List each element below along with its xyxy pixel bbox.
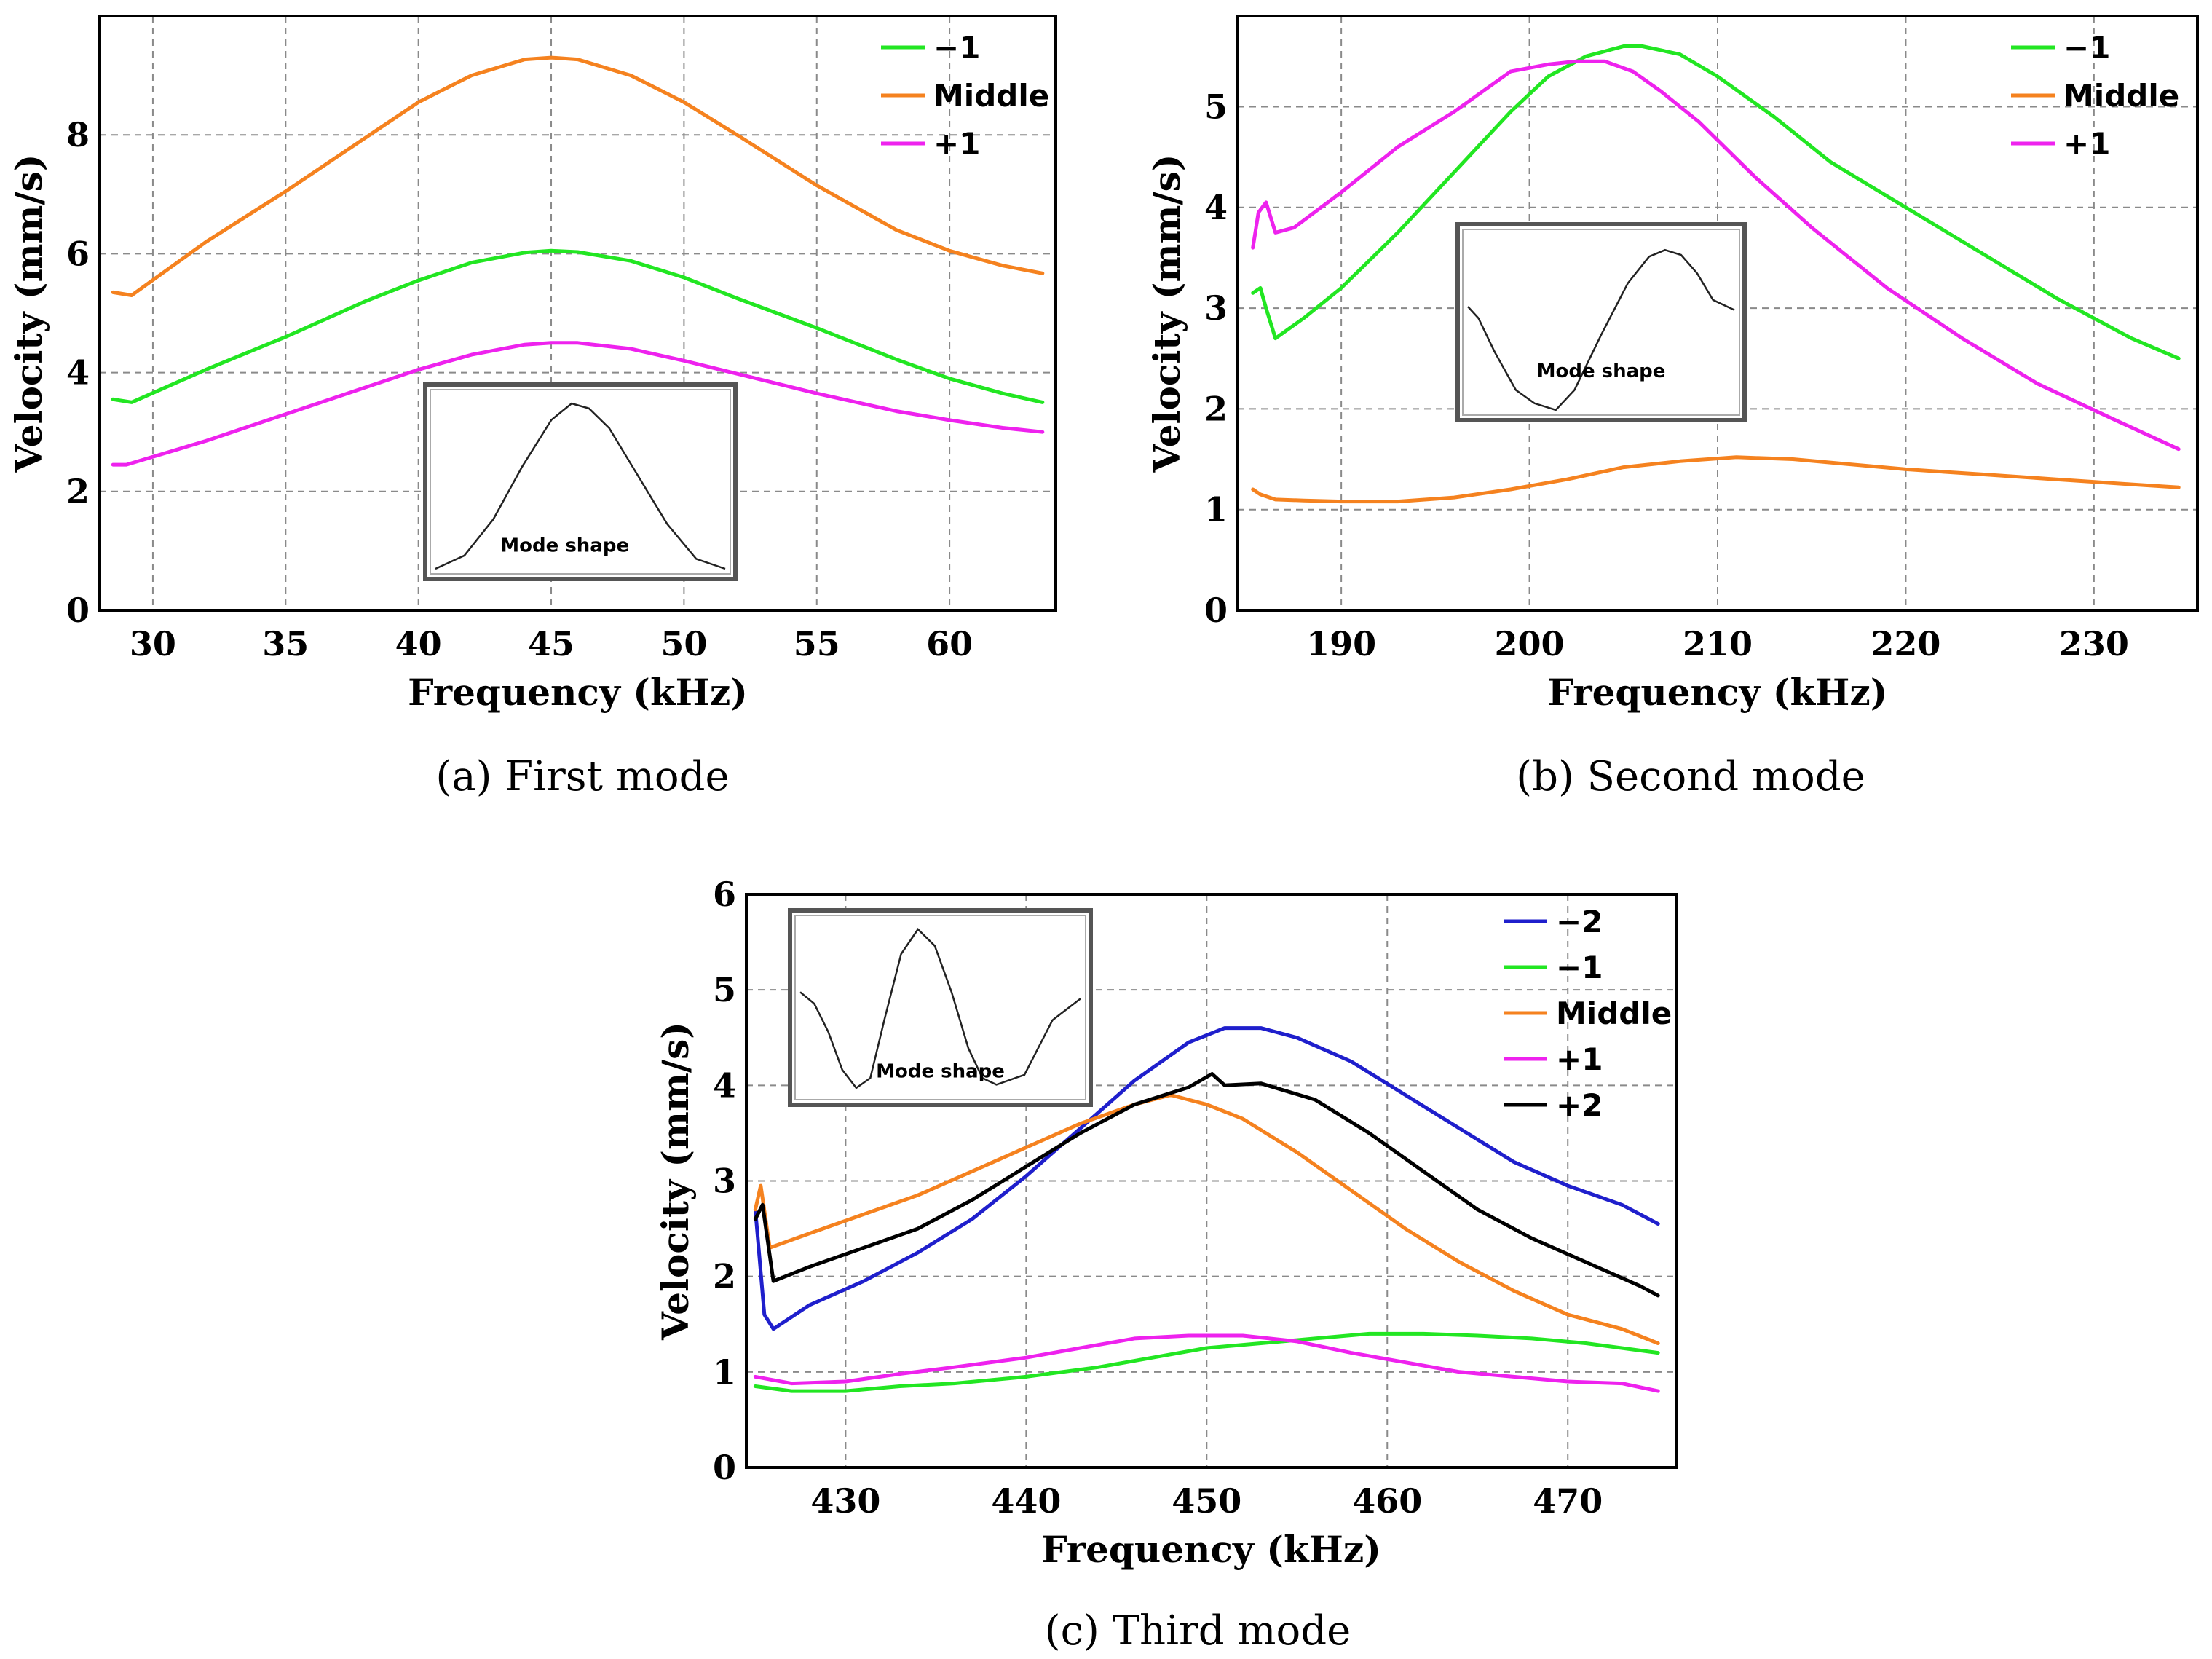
x-axis-label: Frequency (kHz) bbox=[1041, 1528, 1381, 1571]
y-tick-label: 0 bbox=[66, 591, 90, 630]
inset-frame bbox=[788, 908, 1093, 1107]
y-tick-label: 3 bbox=[1204, 288, 1228, 328]
y-tick-label: 4 bbox=[1204, 188, 1228, 227]
y-tick-label: 0 bbox=[713, 1448, 736, 1487]
x-tick-label: 440 bbox=[991, 1481, 1061, 1521]
legend-label: −2 bbox=[1556, 904, 1603, 939]
inset-inner-frame bbox=[1462, 229, 1740, 416]
plot-frame bbox=[745, 893, 1678, 1469]
series-line-1 bbox=[1251, 455, 2181, 504]
y-tick-label: 1 bbox=[713, 1352, 736, 1392]
inset-mode-curve bbox=[1467, 248, 1735, 411]
chart-first-mode: 30 35 40 45 50 55 60 0 2 4 6 8 Frequency (kHz) Veloci… bbox=[7, 15, 1057, 714]
legend-label: +2 bbox=[1556, 1087, 1603, 1123]
x-tick-label: 40 bbox=[395, 624, 442, 663]
x-tick-label: 220 bbox=[1871, 624, 1940, 663]
y-tick-label: 2 bbox=[66, 472, 90, 511]
series-line-0 bbox=[111, 248, 1045, 404]
inset-label: Mode shape bbox=[500, 535, 629, 557]
chart-second-mode: 190 200 210 220 230 0 1 2 3 4 5 Frequency (kHz) Velo… bbox=[1145, 15, 2199, 714]
inset-inner-frame bbox=[794, 915, 1086, 1100]
caption-b: (b) Second mode bbox=[1516, 753, 1865, 800]
inset-inner-frame bbox=[430, 389, 731, 575]
chart-third-mode: 430 440 450 460 470 0 1 2 3 4 5 6 Frequency (kHz) Vel… bbox=[654, 875, 1678, 1571]
legend-label: Middle bbox=[933, 78, 1049, 114]
caption-b-letter: (b) bbox=[1516, 753, 1574, 800]
x-tick-label: 30 bbox=[130, 624, 176, 663]
y-tick-label: 2 bbox=[1204, 389, 1228, 428]
series-line-0 bbox=[753, 1026, 1660, 1331]
y-tick-label: 8 bbox=[66, 115, 90, 154]
x-tick-label: 35 bbox=[262, 624, 309, 663]
series-line-4 bbox=[753, 1072, 1660, 1298]
x-tick-label: 450 bbox=[1172, 1481, 1241, 1521]
legend-label: Middle bbox=[1556, 996, 1672, 1031]
y-tick-label: 1 bbox=[1204, 490, 1228, 529]
y-tick-label: 0 bbox=[1204, 591, 1228, 630]
x-tick-label: 470 bbox=[1533, 1481, 1603, 1521]
caption-c-text: Third mode bbox=[1113, 1607, 1351, 1655]
x-tick-label: 210 bbox=[1683, 624, 1753, 663]
x-tick-label: 45 bbox=[528, 624, 574, 663]
y-axis-label: Velocity (mm/s) bbox=[7, 154, 50, 473]
caption-a-letter: (a) bbox=[435, 753, 491, 800]
x-tick-label: 55 bbox=[794, 624, 840, 663]
caption-b-text: Second mode bbox=[1587, 753, 1865, 800]
x-axis-label: Frequency (kHz) bbox=[408, 671, 748, 714]
inset-mode-curve bbox=[435, 402, 726, 570]
y-axis-label: Velocity (mm/s) bbox=[1145, 154, 1188, 473]
series-line-2 bbox=[753, 1093, 1660, 1345]
series-line-2 bbox=[111, 341, 1045, 467]
plot-frame bbox=[1236, 15, 2199, 612]
y-axis-label: Velocity (mm/s) bbox=[654, 1022, 697, 1341]
y-tick-label: 5 bbox=[1204, 87, 1228, 126]
plot-frame bbox=[98, 15, 1057, 612]
series-line-1 bbox=[753, 1331, 1660, 1393]
legend-label: +1 bbox=[1556, 1041, 1603, 1077]
y-tick-label: 2 bbox=[713, 1257, 736, 1296]
caption-c: (c) Third mode bbox=[1045, 1607, 1351, 1655]
inset-mode-curve bbox=[799, 928, 1081, 1089]
x-axis-label: Frequency (kHz) bbox=[1548, 671, 1888, 714]
x-tick-label: 50 bbox=[660, 624, 707, 663]
caption-c-letter: (c) bbox=[1045, 1607, 1099, 1655]
legend-label: Middle bbox=[2063, 78, 2179, 114]
series-line-2 bbox=[1251, 59, 2181, 452]
legend-label: −1 bbox=[933, 30, 980, 66]
y-tick-label: 5 bbox=[713, 970, 736, 1009]
series-line-0 bbox=[1251, 44, 2181, 360]
x-tick-label: 460 bbox=[1352, 1481, 1422, 1521]
inset-label: Mode shape bbox=[1537, 360, 1666, 382]
y-tick-label: 4 bbox=[713, 1065, 736, 1105]
y-tick-label: 6 bbox=[713, 875, 736, 914]
x-tick-label: 430 bbox=[810, 1481, 880, 1521]
series-line-1 bbox=[111, 55, 1045, 297]
legend-label: +1 bbox=[933, 126, 980, 162]
x-tick-label: 230 bbox=[2059, 624, 2129, 663]
legend-label: −1 bbox=[1556, 950, 1603, 985]
legend-label: +1 bbox=[2063, 126, 2110, 162]
x-tick-label: 200 bbox=[1495, 624, 1565, 663]
caption-a-text: First mode bbox=[505, 753, 729, 800]
inset-frame bbox=[1455, 222, 1747, 422]
x-tick-label: 60 bbox=[926, 624, 973, 663]
x-tick-label: 190 bbox=[1306, 624, 1376, 663]
legend-label: −1 bbox=[2063, 30, 2110, 66]
y-tick-label: 6 bbox=[66, 234, 90, 273]
inset-label: Mode shape bbox=[876, 1061, 1005, 1083]
caption-a: (a) First mode bbox=[435, 753, 729, 800]
y-tick-label: 4 bbox=[66, 353, 90, 393]
y-tick-label: 3 bbox=[713, 1162, 736, 1201]
series-line-3 bbox=[753, 1333, 1660, 1393]
inset-frame bbox=[423, 382, 738, 581]
